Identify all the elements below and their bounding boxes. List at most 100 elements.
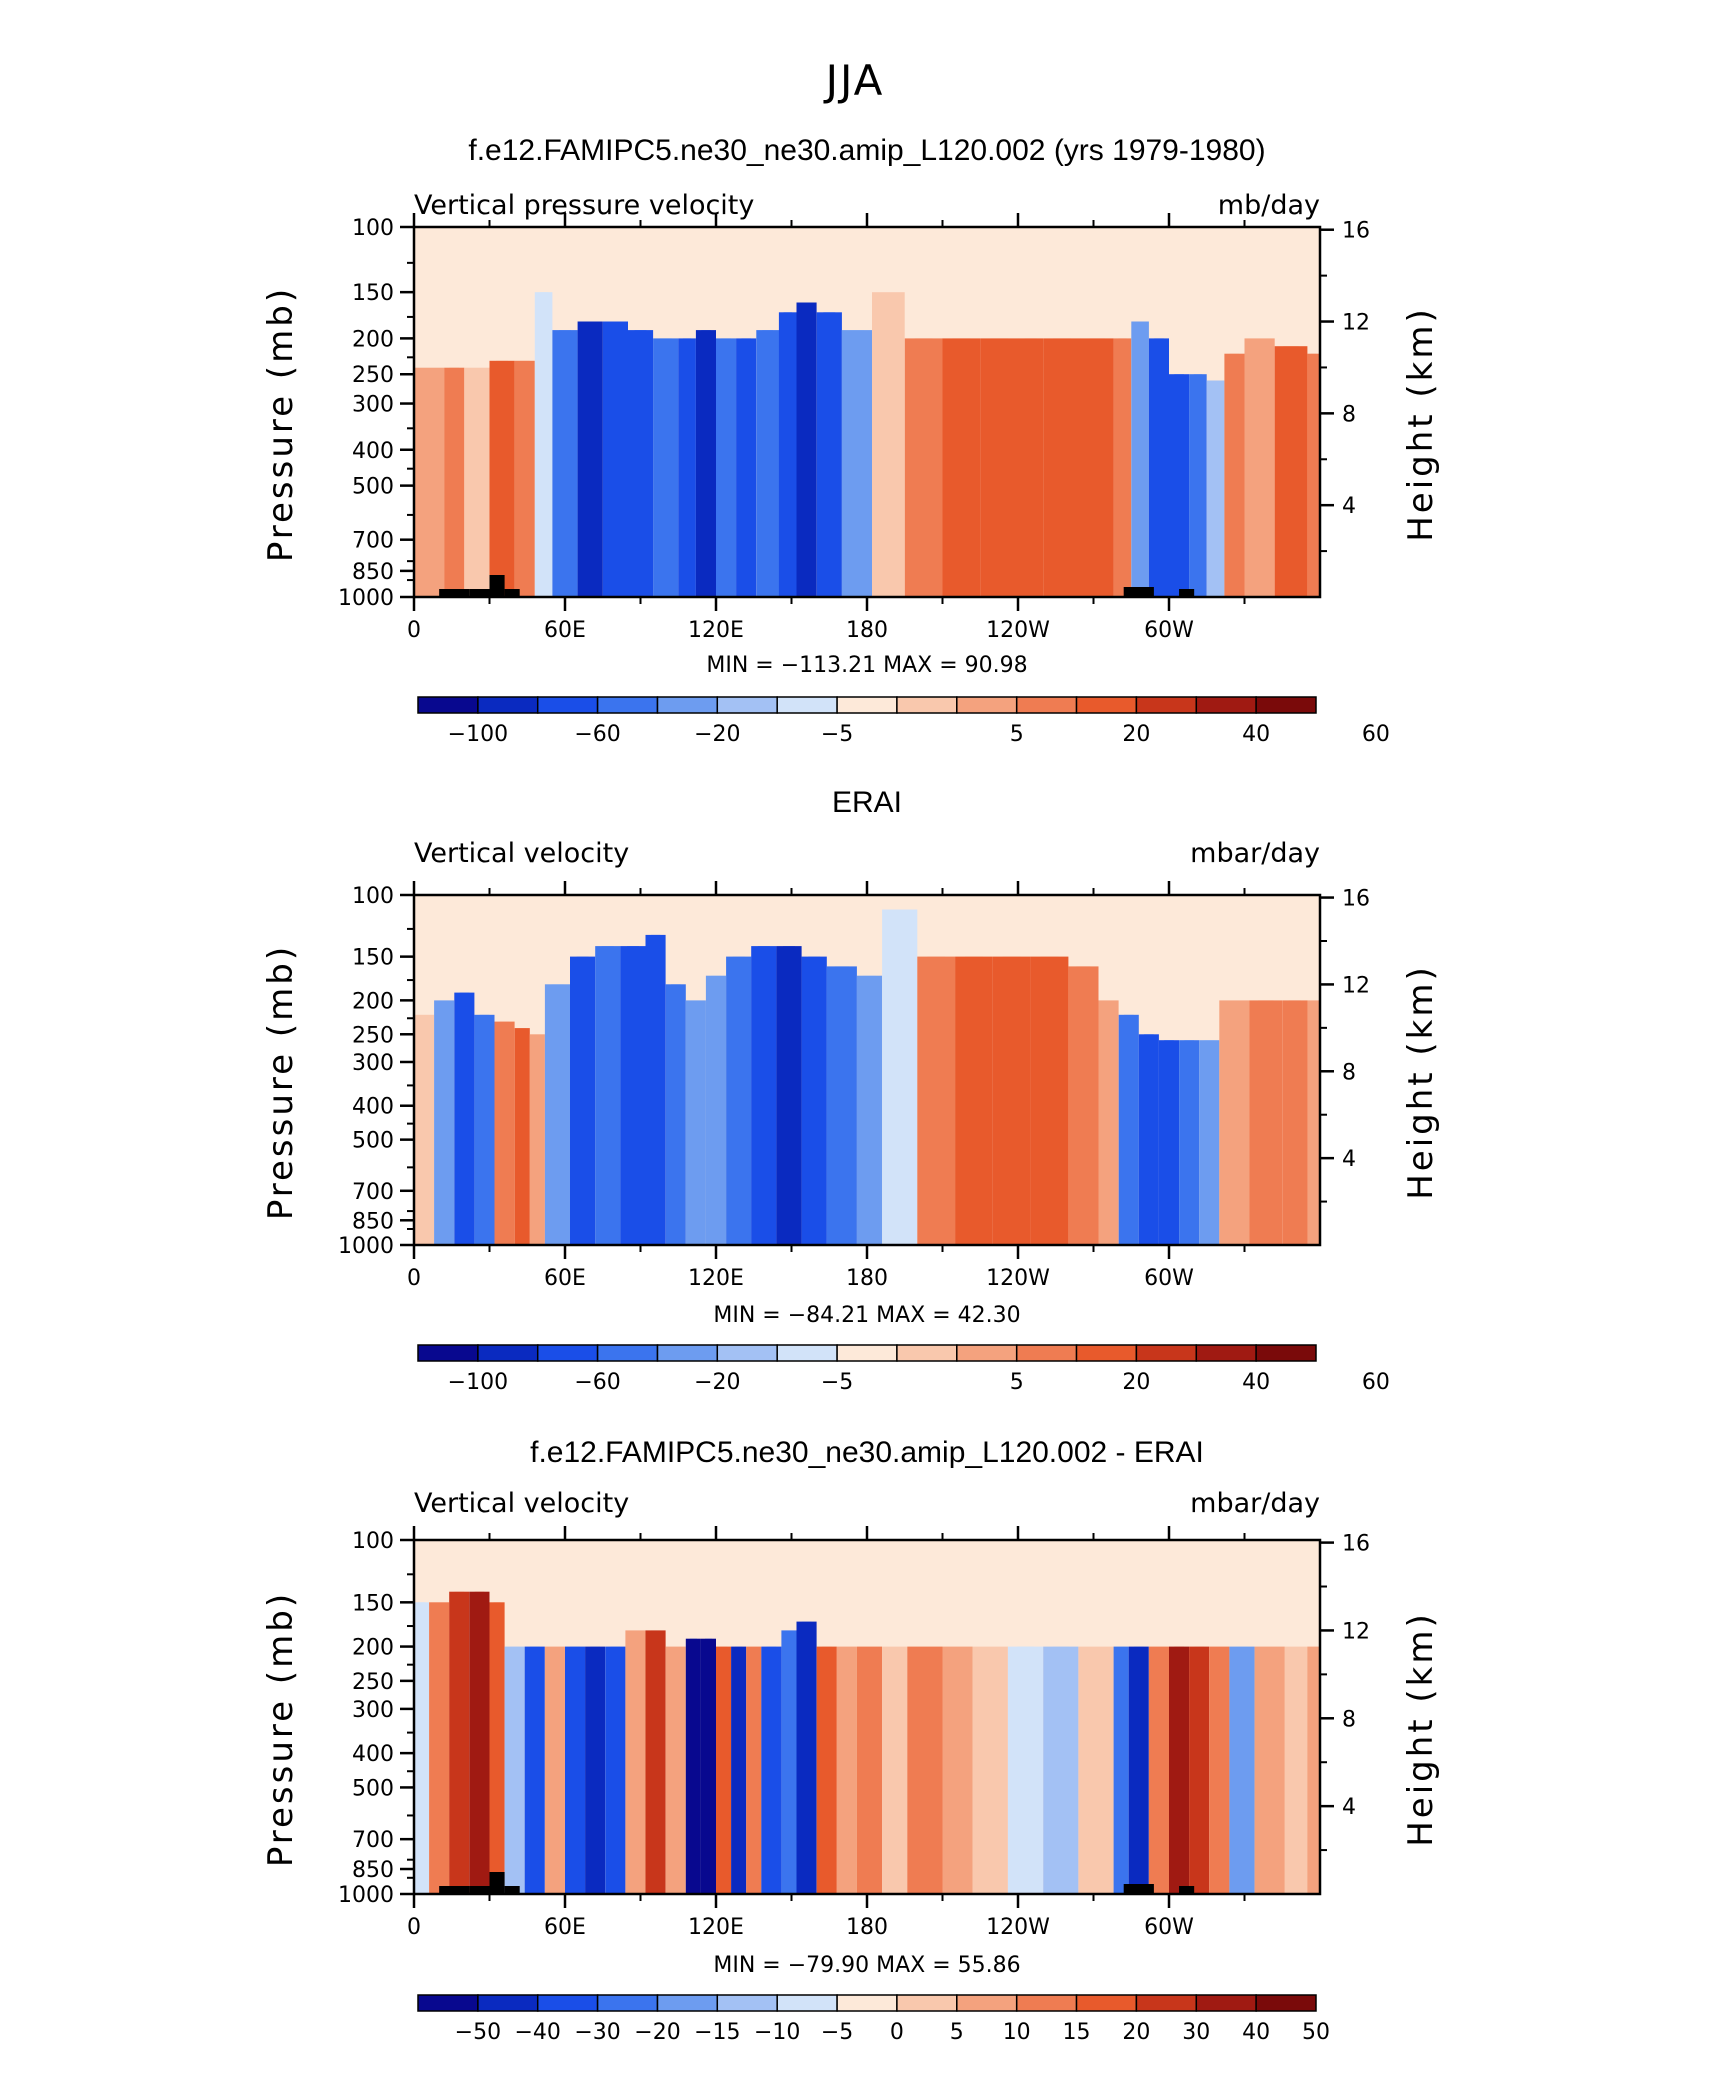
lon-tick-label: 120W xyxy=(986,1915,1050,1940)
land-mask-block xyxy=(1123,1884,1154,1894)
colorbar-label: −15 xyxy=(694,2020,740,2045)
field-cell xyxy=(602,321,628,597)
lon-tick-label: 180 xyxy=(846,1266,888,1291)
field-cell xyxy=(1169,1646,1190,1894)
field-cell xyxy=(816,312,842,597)
colorbar-swatch xyxy=(1195,1994,1257,2012)
land-mask-block xyxy=(489,575,505,597)
panel-2-title: ERAI xyxy=(832,786,902,819)
field-cell xyxy=(429,1602,450,1894)
colorbar-label: 20 xyxy=(1122,2020,1150,2045)
pressure-tick-label: 150 xyxy=(352,946,394,971)
pressure-axis-title: Pressure (mb) xyxy=(261,286,301,562)
colorbar-label: −20 xyxy=(634,2020,680,2045)
panel-1-landmask xyxy=(439,575,1195,597)
panel-3: f.e12.FAMIPC5.ne30_ne30.amip_L120.002 - … xyxy=(261,1436,1441,2045)
colorbar-label: −100 xyxy=(448,722,508,747)
colorbar-swatch xyxy=(956,1344,1018,1362)
field-cell xyxy=(980,338,1019,597)
field-cell xyxy=(1169,374,1190,597)
colorbar-swatch xyxy=(776,1994,838,2012)
pressure-tick-label: 850 xyxy=(352,1209,394,1234)
field-cell xyxy=(1189,374,1207,597)
field-cell xyxy=(534,292,553,597)
field-cell xyxy=(1128,1646,1149,1894)
pressure-tick-label: 1000 xyxy=(338,586,394,611)
pressure-tick-label: 400 xyxy=(352,1095,394,1120)
pressure-tick-label: 400 xyxy=(352,439,394,464)
colorbar-label: −20 xyxy=(694,722,740,747)
pressure-tick-label: 300 xyxy=(352,393,394,418)
field-cell xyxy=(726,956,752,1245)
pressure-tick-label: 150 xyxy=(352,1591,394,1616)
colorbar-swatch xyxy=(477,1344,539,1362)
colorbar-swatch xyxy=(1015,696,1078,714)
land-mask-block xyxy=(439,1886,470,1894)
field-cell xyxy=(585,1646,606,1894)
pressure-tick-label: 500 xyxy=(352,475,394,500)
colorbar-swatch xyxy=(656,1344,719,1362)
colorbar-swatch xyxy=(1075,1344,1138,1362)
lon-tick-label: 0 xyxy=(407,618,421,643)
field-cell xyxy=(544,984,571,1245)
field-cell xyxy=(1118,1014,1139,1245)
colorbar-swatch xyxy=(656,696,719,714)
field-cell xyxy=(907,1646,943,1894)
field-cell xyxy=(796,1621,817,1894)
colorbar-swatch xyxy=(536,696,599,714)
field-cell xyxy=(731,1646,747,1894)
pressure-tick-label: 250 xyxy=(352,1023,394,1048)
height-tick-label: 12 xyxy=(1342,311,1370,336)
colorbar-label: 30 xyxy=(1182,2020,1210,2045)
colorbar-swatch xyxy=(956,696,1018,714)
pressure-tick-label: 250 xyxy=(352,363,394,388)
height-tick-label: 16 xyxy=(1342,219,1370,244)
field-cell xyxy=(1282,1000,1308,1245)
field-cell xyxy=(489,360,515,597)
field-cell xyxy=(1254,1646,1285,1894)
field-cell xyxy=(1043,338,1081,597)
field-cell xyxy=(872,292,905,597)
colorbar-swatch xyxy=(1255,1994,1317,2012)
lon-tick-label: 120W xyxy=(986,618,1050,643)
colorbar-swatch xyxy=(1135,1344,1198,1362)
field-cell xyxy=(1043,1646,1079,1894)
colorbar-swatch xyxy=(1255,1344,1317,1362)
field-cell xyxy=(716,1646,732,1894)
field-cell xyxy=(414,367,445,597)
lon-tick-label: 120E xyxy=(688,1266,744,1291)
field-cell xyxy=(414,1014,435,1245)
field-cell xyxy=(826,966,857,1245)
colorbar-label: 60 xyxy=(1362,722,1390,747)
land-mask-block xyxy=(1123,587,1154,597)
colorbar-swatch xyxy=(1135,1994,1198,2012)
pressure-tick-label: 850 xyxy=(352,1858,394,1883)
colorbar-swatch xyxy=(776,1344,838,1362)
colorbar-label: 20 xyxy=(1122,1370,1150,1395)
field-cell xyxy=(1080,338,1114,597)
field-cell xyxy=(1224,353,1245,597)
pressure-tick-label: 1000 xyxy=(338,1883,394,1908)
lon-tick-label: 60E xyxy=(544,1915,586,1940)
field-cell xyxy=(1113,338,1132,597)
field-cell xyxy=(695,330,716,597)
colorbar-swatch xyxy=(656,1994,719,2012)
lon-tick-label: 180 xyxy=(846,1915,888,1940)
colorbar-swatch xyxy=(536,1344,599,1362)
field-cell xyxy=(645,1630,666,1894)
field-cell xyxy=(751,946,777,1245)
field-cell xyxy=(685,1000,706,1245)
height-axis-title: Height (km) xyxy=(1401,964,1441,1200)
field-cell xyxy=(816,1646,837,1894)
panel-2-min-max: MIN = −84.21 MAX = 42.30 xyxy=(713,1303,1020,1328)
field-cell xyxy=(625,1630,646,1894)
colorbar-swatch xyxy=(596,1994,659,2012)
colorbar-swatch xyxy=(477,696,539,714)
colorbar-swatch xyxy=(836,1344,898,1362)
field-cell xyxy=(1179,1040,1200,1245)
field-cell xyxy=(1284,1646,1308,1894)
colorbar-label: 5 xyxy=(1010,722,1024,747)
field-cell xyxy=(716,338,737,597)
colorbar-label: −20 xyxy=(694,1370,740,1395)
